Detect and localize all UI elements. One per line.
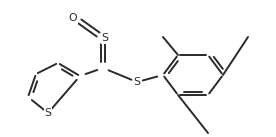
Text: O: O [69, 13, 77, 23]
Text: S: S [102, 33, 108, 43]
Text: S: S [134, 77, 140, 87]
Text: S: S [44, 108, 52, 118]
